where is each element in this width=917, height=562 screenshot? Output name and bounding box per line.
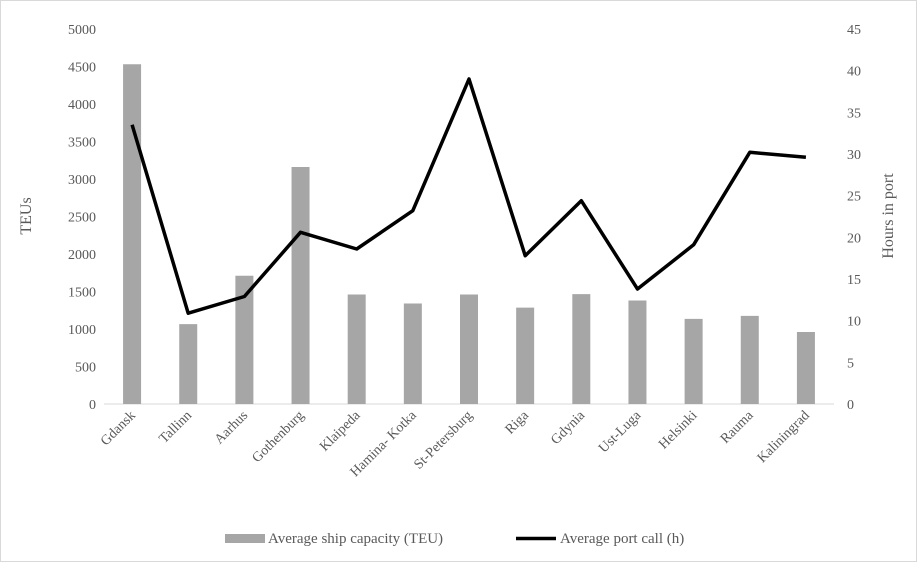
- category-label: St-Petersburg: [412, 408, 476, 472]
- category-label: Gdynia: [548, 408, 588, 448]
- bar: [516, 307, 535, 404]
- right-tick-label: 5: [847, 356, 854, 371]
- left-tick-label: 4500: [68, 61, 96, 76]
- right-tick-label: 35: [847, 106, 861, 121]
- left-tick-label: 1000: [68, 323, 96, 338]
- bar: [123, 64, 142, 404]
- right-axis-ticks: 0 5 10 15 20 25 30 35 40 45: [847, 23, 861, 413]
- category-label: Riga: [503, 408, 533, 438]
- category-label: Aarhus: [212, 408, 251, 447]
- legend-label-line: Average port call (h): [560, 531, 684, 547]
- right-tick-label: 30: [847, 148, 861, 163]
- left-tick-label: 4000: [68, 98, 96, 113]
- bar: [179, 324, 198, 404]
- right-tick-label: 25: [847, 190, 861, 205]
- bar: [796, 332, 815, 404]
- right-tick-label: 20: [847, 231, 861, 246]
- line-series: [130, 77, 807, 315]
- left-tick-label: 3000: [68, 173, 96, 188]
- category-label: Gdansk: [98, 408, 139, 449]
- bar: [628, 300, 647, 404]
- bar-series: [123, 64, 815, 404]
- bar: [684, 318, 703, 404]
- category-label: Gothenburg: [250, 408, 308, 466]
- bar: [403, 303, 422, 404]
- bar: [291, 167, 310, 404]
- right-axis-title: Hours in port: [880, 173, 897, 259]
- category-label: Helsinki: [656, 408, 700, 452]
- left-tick-label: 2000: [68, 248, 96, 263]
- bar: [460, 294, 478, 404]
- category-label: Ust-Luga: [596, 408, 645, 457]
- right-tick-label: 40: [847, 65, 861, 80]
- bar: [740, 315, 759, 404]
- right-tick-label: 10: [847, 315, 861, 330]
- left-tick-label: 1500: [68, 286, 96, 301]
- bar: [347, 294, 366, 404]
- category-label: Tallinn: [157, 408, 196, 447]
- left-axis-ticks: 0 500 1000 1500 2000 2500 3000 3500 4000 4500 5000: [68, 23, 96, 413]
- bar: [572, 294, 591, 404]
- left-tick-label: 3500: [68, 136, 96, 151]
- category-label: Kaliningrad: [755, 408, 813, 466]
- left-tick-label: 0: [89, 398, 96, 413]
- left-tick-label: 500: [75, 361, 96, 376]
- left-axis-title: TEUs: [18, 197, 35, 234]
- category-label: Klaipeda: [317, 408, 364, 455]
- right-tick-label: 0: [847, 398, 854, 413]
- right-tick-label: 45: [847, 23, 861, 38]
- bar: [235, 275, 254, 404]
- right-tick-label: 15: [847, 273, 861, 288]
- legend-label-bar: Average ship capacity (TEU): [268, 531, 443, 547]
- left-tick-label: 2500: [68, 211, 96, 226]
- legend: Average ship capacity (TEU) Average port…: [225, 531, 684, 547]
- category-label: Rauma: [718, 408, 757, 447]
- left-tick-label: 5000: [68, 23, 96, 38]
- legend-swatch-bar: [225, 534, 265, 543]
